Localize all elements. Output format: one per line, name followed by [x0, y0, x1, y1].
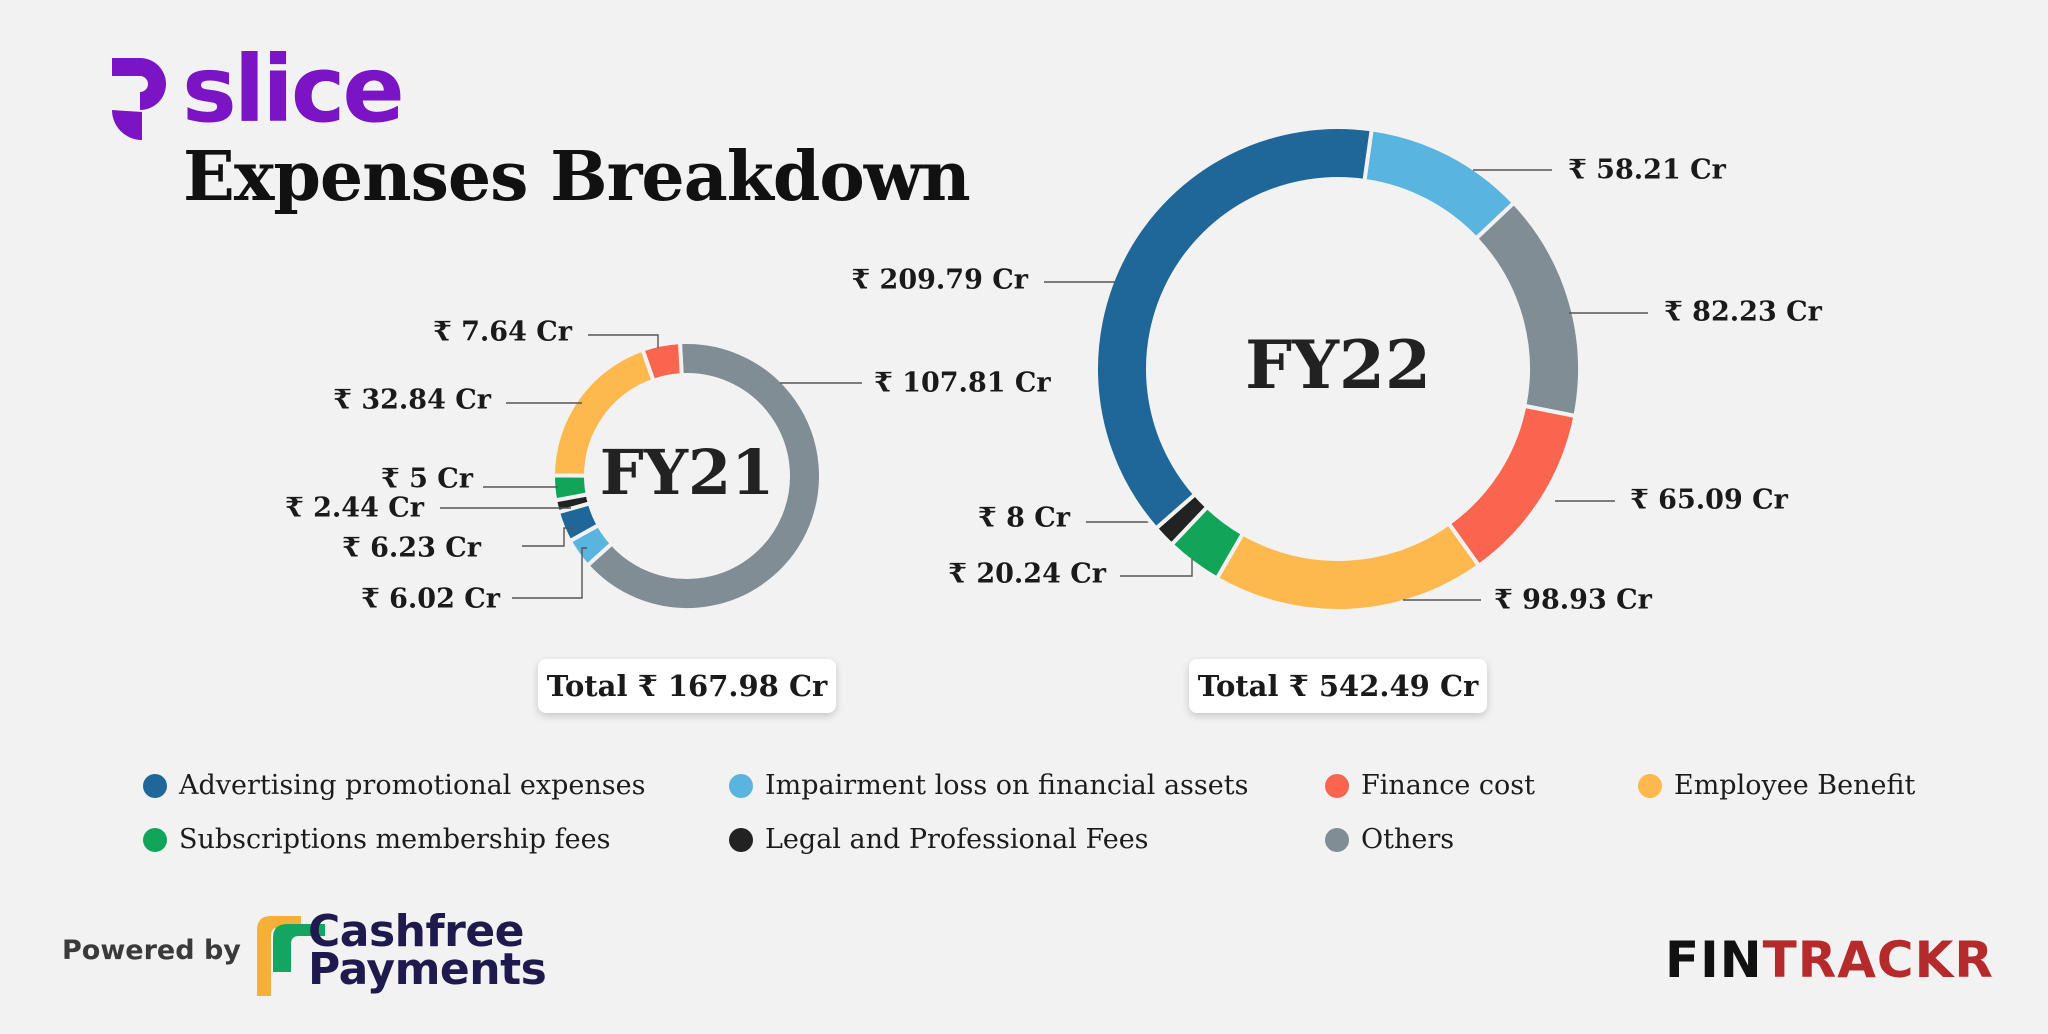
slice-finance-cost [1445, 403, 1578, 569]
data-label: ₹ 8 Cr [978, 503, 1071, 534]
data-label: ₹ 98.93 Cr [1494, 585, 1653, 616]
legend-swatch [1325, 773, 1349, 798]
slice-advertising-promotional-expenses [1094, 125, 1374, 532]
donut-fy22: ₹ 58.21 Cr ₹ 82.23 Cr ₹ 65.09 Cr ₹ 98.93 Cr… [851, 125, 1823, 616]
page-title: Expenses Breakdown [183, 137, 971, 217]
center-label: FY21 [600, 436, 775, 509]
fintrackr-logo: FINTRACKR [1665, 935, 1994, 985]
legend-label: Impairment loss on financial assets [765, 770, 1249, 801]
slice-employee-benefit [1214, 520, 1482, 613]
slice-others [1473, 199, 1582, 419]
legend-item-finance: Finance cost [1325, 770, 1535, 801]
legend-item-impairment: Impairment loss on financial assets [729, 770, 1248, 801]
slice-subscriptions-membership-fees [551, 473, 591, 503]
total-fy22-badge: Total ₹ 542.49 Cr [1189, 659, 1487, 713]
leader-line [522, 527, 574, 547]
leader-line [588, 334, 659, 348]
data-label: ₹ 209.79 Cr [851, 265, 1028, 296]
slice-logo-text: slice [182, 36, 405, 143]
legend-item-advertising: Advertising promotional expenses [143, 770, 645, 801]
slice-logo-icon [112, 58, 166, 140]
legend-label: Advertising promotional expenses [179, 770, 646, 801]
leader-line [1120, 559, 1193, 577]
brand-part-1: FIN [1665, 931, 1763, 989]
legend-label: Subscriptions membership fees [179, 824, 611, 855]
legend-swatch [1325, 827, 1349, 852]
legend-swatch [143, 773, 167, 798]
data-label: ₹ 107.81 Cr [874, 368, 1051, 399]
cashfree-logo-icon [257, 916, 325, 996]
slice-others [584, 340, 823, 612]
center-label: FY22 [1245, 326, 1431, 404]
data-label: ₹ 5 Cr [381, 464, 474, 495]
data-label: ₹ 58.21 Cr [1568, 155, 1727, 186]
data-label: ₹ 6.02 Cr [361, 584, 501, 615]
legend-label: Employee Benefit [1674, 770, 1916, 801]
legend-item-subscriptions: Subscriptions membership fees [143, 824, 610, 855]
data-label: ₹ 82.23 Cr [1664, 297, 1823, 328]
data-label: ₹ 20.24 Cr [948, 559, 1107, 590]
cashfree-name: Cashfree [308, 906, 525, 957]
legend-swatch [1638, 773, 1662, 798]
data-label: ₹ 65.09 Cr [1630, 485, 1789, 516]
brand-part-2: TRACKR [1762, 931, 1994, 989]
legend-swatch [729, 773, 753, 798]
legend-item-legal: Legal and Professional Fees [729, 824, 1149, 855]
legend-label: Legal and Professional Fees [765, 824, 1149, 855]
total-fy21-badge: Total ₹ 167.98 Cr [538, 659, 836, 713]
data-label: ₹ 7.64 Cr [433, 317, 573, 348]
legend-label: Others [1361, 824, 1455, 855]
legend-swatch [143, 827, 167, 852]
slice-finance-cost [639, 340, 684, 384]
powered-by-label: Powered by [62, 935, 241, 966]
legend-swatch [729, 827, 753, 852]
data-label: ₹ 2.44 Cr [285, 493, 425, 524]
cashfree-subname: Payments [308, 944, 547, 995]
data-label: ₹ 6.23 Cr [342, 533, 482, 564]
data-label: ₹ 32.84 Cr [333, 385, 492, 416]
legend-label: Finance cost [1361, 770, 1536, 801]
leader-line [512, 547, 587, 599]
donut-fy21: ₹ 107.81 Cr₹ 6.02 Cr₹ 6.23 Cr₹ 2.44 Cr₹ … [285, 317, 1051, 615]
legend-item-employee: Employee Benefit [1638, 770, 1915, 801]
legend-item-others: Others [1325, 824, 1454, 855]
